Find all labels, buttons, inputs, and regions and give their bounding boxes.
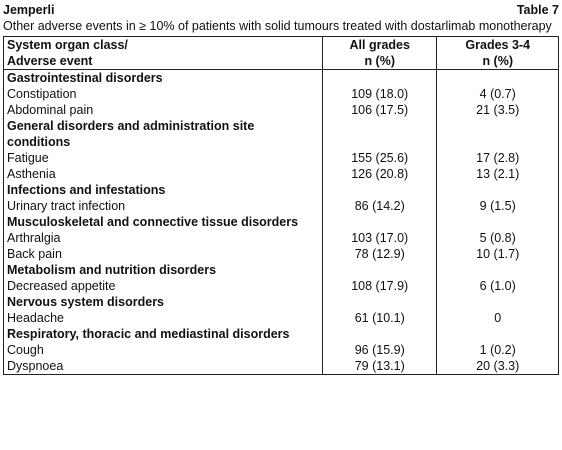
section-label: Respiratory, thoracic and mediastinal di… bbox=[7, 327, 290, 341]
section-row: Gastrointestinal disorders bbox=[4, 69, 559, 86]
column-header-line: Grades 3-4 bbox=[465, 38, 531, 52]
section-label: General disorders and administration sit… bbox=[7, 119, 255, 149]
adverse-event: Dyspnoea bbox=[7, 359, 64, 373]
header-row: System organ class/Adverse event All grad… bbox=[3, 36, 559, 70]
adverse-event: Headache bbox=[7, 311, 64, 325]
section-row: General disorders and administration sit… bbox=[4, 118, 559, 150]
data-row: Decreased appetite 108 (17.9) 6 (1.0) bbox=[4, 278, 559, 294]
column-header-line: All grades bbox=[349, 38, 410, 52]
empty-cell bbox=[321, 214, 437, 230]
empty-cell bbox=[321, 118, 437, 150]
section-label: Metabolism and nutrition disorders bbox=[7, 263, 217, 277]
table: System organ class/Adverse event All grad… bbox=[3, 36, 559, 375]
count-cell: 5 (0.8) bbox=[436, 230, 559, 246]
empty-cell bbox=[436, 214, 559, 230]
count-cell: 106 (17.5) bbox=[321, 102, 437, 118]
count-cell: 108 (17.9) bbox=[321, 278, 437, 294]
data-row: Abdominal pain 106 (17.5) 21 (3.5) bbox=[4, 102, 559, 118]
adverse-event: Decreased appetite bbox=[7, 279, 116, 293]
title: Jemperli bbox=[3, 3, 55, 17]
count-cell: 96 (15.9) bbox=[321, 342, 437, 358]
count-cell: 155 (25.6) bbox=[321, 150, 437, 166]
empty-cell bbox=[436, 326, 559, 342]
adverse-event: Urinary tract infection bbox=[7, 199, 126, 213]
data-row: Back pain 78 (12.9) 10 (1.7) bbox=[4, 246, 559, 262]
column-header-line: n (%) bbox=[364, 54, 395, 68]
section-label: Nervous system disorders bbox=[7, 295, 165, 309]
count-cell: 6 (1.0) bbox=[436, 278, 559, 294]
empty-cell bbox=[436, 118, 559, 150]
data-row: Dyspnoea 79 (13.1) 20 (3.3) bbox=[4, 358, 559, 375]
section-label: Gastrointestinal disorders bbox=[7, 71, 163, 85]
caption: Other adverse events in ≥ 10% of patient… bbox=[3, 19, 552, 33]
count-cell: 61 (10.1) bbox=[321, 310, 437, 326]
count-cell: 9 (1.5) bbox=[436, 198, 559, 214]
section-row: Metabolism and nutrition disorders bbox=[4, 262, 559, 278]
count-cell: 20 (3.3) bbox=[436, 358, 559, 375]
adverse-event: Arthralgia bbox=[7, 231, 61, 245]
adverse-event: Abdominal pain bbox=[7, 103, 94, 117]
section-row: Respiratory, thoracic and mediastinal di… bbox=[4, 326, 559, 342]
data-row: Fatigue 155 (25.6) 17 (2.8) bbox=[4, 150, 559, 166]
header: Jemperli Table 7 bbox=[3, 2, 559, 18]
count-cell: 21 (3.5) bbox=[436, 102, 559, 118]
empty-cell bbox=[436, 294, 559, 310]
section-label: Infections and infestations bbox=[7, 183, 166, 197]
column-header-line: n (%) bbox=[482, 54, 513, 68]
empty-cell bbox=[321, 326, 437, 342]
data-row: Urinary tract infection 86 (14.2) 9 (1.5) bbox=[4, 198, 559, 214]
empty-cell bbox=[436, 69, 559, 86]
column-header: All grades n (%) bbox=[321, 36, 437, 70]
count-cell: 10 (1.7) bbox=[436, 246, 559, 262]
adverse-event: Asthenia bbox=[7, 167, 56, 181]
column-header-line: Adverse event bbox=[7, 54, 93, 68]
count-cell: 126 (20.8) bbox=[321, 166, 437, 182]
empty-cell bbox=[321, 294, 437, 310]
count-cell: 86 (14.2) bbox=[321, 198, 437, 214]
data-row: Headache 61 (10.1) 0 bbox=[4, 310, 559, 326]
count-cell: 4 (0.7) bbox=[436, 86, 559, 102]
count-cell: 0 bbox=[436, 310, 559, 326]
data-row: Cough 96 (15.9) 1 (0.2) bbox=[4, 342, 559, 358]
section-row: Musculoskeletal and connective tissue di… bbox=[4, 214, 559, 230]
count-cell: 79 (13.1) bbox=[321, 358, 437, 375]
data-row: Arthralgia 103 (17.0) 5 (0.8) bbox=[4, 230, 559, 246]
empty-cell bbox=[436, 182, 559, 198]
section-row: Nervous system disorders bbox=[4, 294, 559, 310]
data-row: Asthenia 126 (20.8) 13 (2.1) bbox=[4, 166, 559, 182]
count-cell: 78 (12.9) bbox=[321, 246, 437, 262]
column-header-line: System organ class/ bbox=[7, 38, 128, 52]
data-row: Constipation 109 (18.0) 4 (0.7) bbox=[4, 86, 559, 102]
count-cell: 13 (2.1) bbox=[436, 166, 559, 182]
empty-cell bbox=[436, 262, 559, 278]
adverse-event: Fatigue bbox=[7, 151, 49, 165]
column-header: Grades 3-4 n (%) bbox=[436, 36, 559, 70]
adverse-event: Cough bbox=[7, 343, 44, 357]
adverse-event: Constipation bbox=[7, 87, 77, 101]
adverse-event: Back pain bbox=[7, 247, 62, 261]
document: Jemperli Table 7 Other adverse events in… bbox=[3, 2, 559, 375]
column-header: System organ class/Adverse event bbox=[3, 36, 323, 70]
count-cell: 103 (17.0) bbox=[321, 230, 437, 246]
count-cell: 17 (2.8) bbox=[436, 150, 559, 166]
count-cell: 109 (18.0) bbox=[321, 86, 437, 102]
empty-cell bbox=[321, 182, 437, 198]
table-body: Gastrointestinal disorders Constipation 10… bbox=[4, 69, 559, 375]
empty-cell bbox=[321, 69, 437, 86]
empty-cell bbox=[321, 262, 437, 278]
section-label: Musculoskeletal and connective tissue di… bbox=[7, 215, 299, 229]
table-label: Table 7 bbox=[516, 3, 559, 17]
table-head: System organ class/Adverse event All grad… bbox=[3, 36, 559, 70]
count-cell: 1 (0.2) bbox=[436, 342, 559, 358]
section-row: Infections and infestations bbox=[4, 182, 559, 198]
